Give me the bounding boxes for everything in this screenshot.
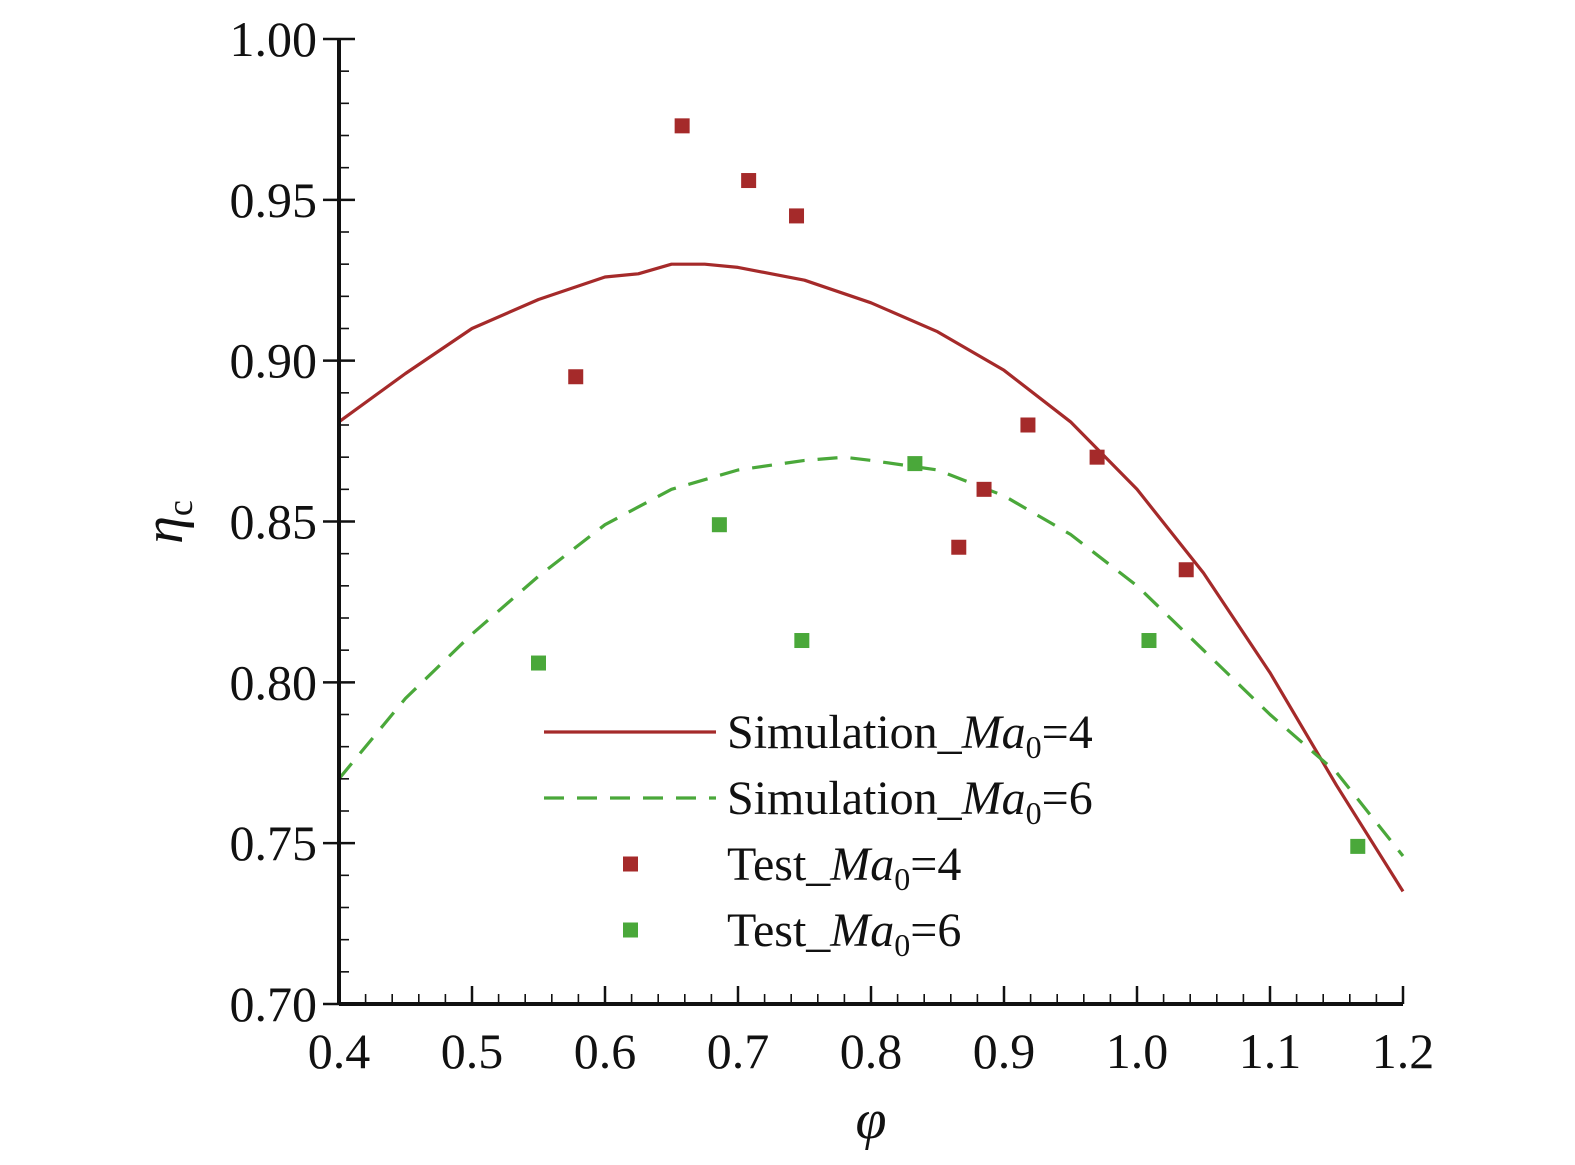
scatter-point-2 <box>741 173 757 189</box>
y-axis-title-sub: c <box>160 500 200 516</box>
legend-label-italic: Ma <box>829 838 894 891</box>
legend-label-italic: Ma <box>961 706 1026 759</box>
y-axis-title: ηc <box>133 500 200 544</box>
scatter-point-3 <box>531 655 546 671</box>
scatter-point-3 <box>907 456 923 472</box>
scatter-point-2 <box>976 481 992 497</box>
scatter-point-2 <box>1089 449 1105 465</box>
scatter-point-2 <box>1178 562 1194 578</box>
legend-label-italic: Ma <box>829 904 894 957</box>
legend-label-subscript: 0 <box>894 927 910 963</box>
legend-label-subscript: 0 <box>894 861 910 897</box>
y-tick-label: 0.95 <box>230 172 318 228</box>
series-layer <box>337 118 1405 893</box>
scatter-point-3 <box>1141 633 1157 649</box>
x-tick-label: 0.4 <box>308 1023 371 1079</box>
legend-label: Simulation_Ma0=4 <box>727 706 1093 765</box>
legend-label-italic: Ma <box>961 772 1026 825</box>
x-tick-label: 0.5 <box>441 1023 504 1079</box>
legend-label-suffix: =6 <box>1042 772 1093 825</box>
legend-label-suffix: =6 <box>910 904 961 957</box>
x-tick-label: 0.8 <box>840 1023 903 1079</box>
y-axis-title-main: η <box>133 516 195 544</box>
scatter-point-3 <box>1350 838 1366 854</box>
series-line-1 <box>337 455 1405 857</box>
legend-label-prefix: Simulation_ <box>727 706 963 759</box>
legend-label-suffix: =4 <box>1042 706 1093 759</box>
x-tick-label: 0.7 <box>707 1023 770 1079</box>
x-tick-label: 1.0 <box>1106 1023 1169 1079</box>
y-tick-label: 0.90 <box>230 333 318 389</box>
scatter-point-2 <box>951 539 967 555</box>
legend-marker-swatch <box>623 922 638 938</box>
scatter-point-2 <box>568 369 584 385</box>
legend-label-prefix: Test_ <box>727 904 831 957</box>
y-tick-label: 0.80 <box>230 654 318 710</box>
x-axis-title: φ <box>856 1089 887 1151</box>
legend-label: Test_Ma0=4 <box>727 838 961 897</box>
scatter-point-3 <box>794 633 810 649</box>
y-tick-label: 0.85 <box>230 494 318 550</box>
y-tick-label: 1.00 <box>230 11 318 67</box>
legend-label-subscript: 0 <box>1026 729 1042 765</box>
series-line-0 <box>338 262 1405 893</box>
legend-label: Simulation_Ma0=6 <box>727 772 1093 831</box>
legend-label-prefix: Simulation_ <box>727 772 963 825</box>
y-tick-label: 0.75 <box>230 815 318 871</box>
legend-label-suffix: =4 <box>910 838 961 891</box>
x-tick-label: 0.9 <box>973 1023 1036 1079</box>
legend: Simulation_Ma0=4Simulation_Ma0=6Test_Ma0… <box>544 706 1093 963</box>
scatter-point-2 <box>789 208 805 224</box>
scatter-point-2 <box>674 118 690 134</box>
legend-label: Test_Ma0=6 <box>727 904 961 963</box>
x-tick-label: 1.1 <box>1239 1023 1302 1079</box>
legend-marker-swatch <box>623 856 638 872</box>
legend-label-subscript: 0 <box>1026 795 1042 831</box>
scatter-point-3 <box>711 517 727 533</box>
x-tick-label: 1.2 <box>1372 1023 1435 1079</box>
axes: 0.4 0.5 0.6 0.7 0.8 0.9 1.0 1.1 1.2 0.70 0.75 0.80 0… <box>230 11 1435 1079</box>
scatter-point-2 <box>1020 417 1036 433</box>
legend-label-prefix: Test_ <box>727 838 831 891</box>
y-tick-label: 0.70 <box>230 976 318 1032</box>
x-tick-label: 0.6 <box>574 1023 637 1079</box>
